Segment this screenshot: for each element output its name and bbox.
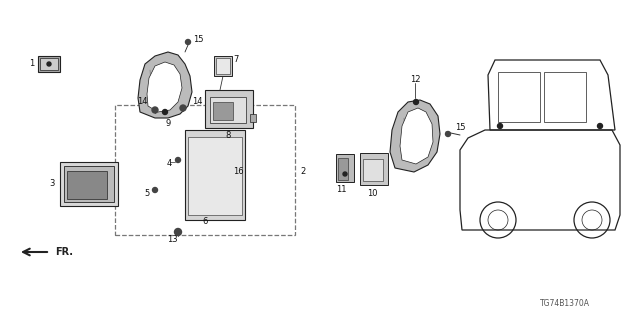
Text: 14: 14 (192, 97, 202, 106)
Text: TG74B1370A: TG74B1370A (540, 299, 590, 308)
Bar (64, 166, 114, 202)
Text: 8: 8 (225, 132, 230, 140)
Bar (250, 114, 256, 122)
Bar (210, 97, 246, 123)
Text: 14: 14 (138, 98, 148, 107)
Text: 15: 15 (193, 35, 204, 44)
Bar (40, 58, 58, 70)
Bar (205, 90, 253, 128)
Polygon shape (400, 108, 433, 164)
Text: 6: 6 (202, 218, 208, 227)
Circle shape (47, 62, 51, 66)
Bar (188, 137, 242, 215)
Circle shape (343, 172, 347, 176)
Bar (360, 153, 388, 185)
Text: 12: 12 (410, 76, 420, 84)
Circle shape (497, 124, 502, 129)
Circle shape (175, 157, 180, 163)
Bar (67, 171, 107, 199)
Circle shape (152, 188, 157, 193)
Bar (336, 154, 354, 182)
Text: 5: 5 (145, 189, 150, 198)
Text: 2: 2 (300, 167, 305, 177)
Bar (60, 162, 118, 206)
Text: 9: 9 (165, 119, 171, 129)
Circle shape (180, 105, 186, 111)
Bar (38, 56, 60, 72)
Bar (363, 159, 383, 181)
Text: 4: 4 (166, 159, 172, 169)
Bar (214, 56, 232, 76)
Circle shape (598, 124, 602, 129)
Text: 1: 1 (29, 60, 35, 68)
Circle shape (152, 107, 158, 113)
Bar (115, 105, 295, 235)
Text: 11: 11 (336, 186, 346, 195)
Bar (216, 58, 230, 74)
Text: 7: 7 (233, 55, 238, 65)
Circle shape (163, 109, 168, 115)
Polygon shape (138, 52, 192, 118)
Text: 13: 13 (166, 236, 177, 244)
Bar (338, 158, 348, 180)
Bar (213, 102, 233, 120)
Text: 15: 15 (455, 123, 465, 132)
Circle shape (445, 132, 451, 137)
Circle shape (186, 39, 191, 44)
Circle shape (175, 228, 182, 236)
Polygon shape (390, 100, 440, 172)
Bar (498, 72, 540, 122)
Bar (544, 72, 586, 122)
Text: FR.: FR. (55, 247, 73, 257)
Circle shape (413, 100, 419, 105)
Text: 3: 3 (50, 180, 55, 188)
Text: 16: 16 (233, 167, 243, 177)
Polygon shape (147, 62, 182, 112)
Bar (185, 130, 245, 220)
Text: 10: 10 (367, 188, 377, 197)
